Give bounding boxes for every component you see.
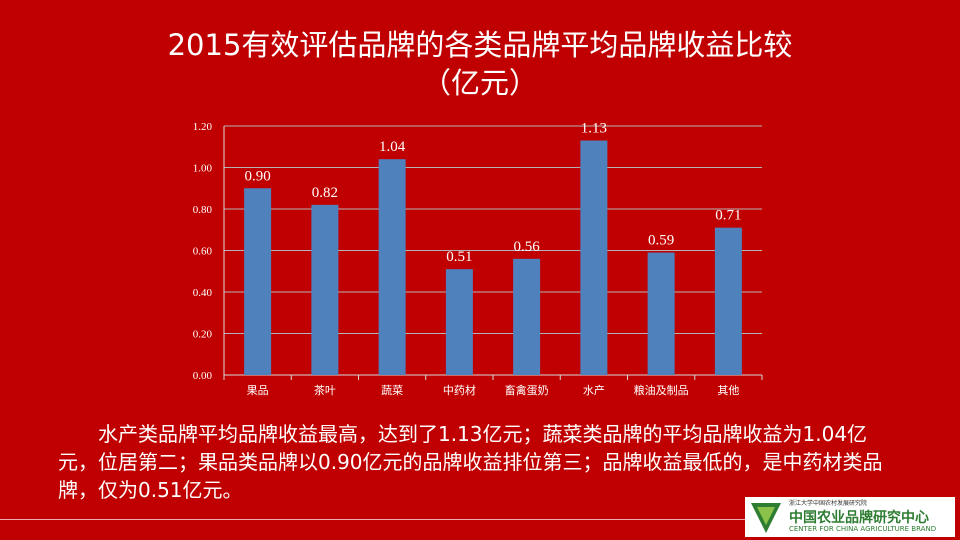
y-tick-label: 0.00 — [193, 370, 213, 382]
bar — [513, 258, 541, 375]
logo-name-cn: 中国农业品牌研究中心 — [789, 510, 929, 526]
y-tick-label: 0.20 — [193, 329, 213, 341]
ccab-leaf-logo-icon — [751, 503, 781, 533]
data-label: 1.04 — [379, 139, 406, 155]
chart-title-main: 2015有效评估品牌的各类品牌平均品牌收益比较 — [167, 28, 793, 62]
bar — [244, 188, 272, 375]
footer-divider — [0, 519, 760, 520]
data-label: 0.90 — [245, 168, 271, 184]
x-tick-label: 粮油及制品 — [634, 383, 689, 397]
chart-bars — [244, 140, 742, 375]
bar — [647, 252, 675, 375]
description-text: 水产类品牌平均品牌收益最高，达到了1.13亿元；蔬菜类品牌的平均品牌收益为1.0… — [58, 422, 883, 502]
chart-labels: 0.00 0.20 0.40 0.60 0.80 1.00 1.20 0.90 果品 0.82 茶叶… — [193, 121, 742, 397]
x-tick-label: 水产 — [583, 383, 605, 397]
x-tick-label: 其他 — [717, 384, 739, 397]
logo-top-text: 浙江大学中国农村发展研究院 — [789, 500, 868, 507]
x-tick-label: 畜禽蛋奶 — [505, 383, 549, 397]
x-tick-label: 茶叶 — [314, 384, 336, 397]
y-tick-label: 0.40 — [193, 287, 213, 299]
bar — [311, 204, 339, 375]
y-tick-label: 1.20 — [193, 121, 213, 133]
y-tick-label: 0.60 — [193, 246, 213, 258]
bar — [445, 269, 473, 375]
y-tick-label: 1.00 — [193, 163, 213, 175]
data-label: 0.82 — [312, 185, 338, 201]
x-tick-label: 中药材 — [443, 383, 476, 397]
data-label: 0.59 — [648, 233, 674, 249]
data-label: 1.13 — [581, 121, 607, 137]
chart-grid — [223, 125, 763, 380]
data-label: 0.71 — [715, 208, 741, 224]
bar — [580, 140, 608, 375]
x-tick-label: 果品 — [247, 384, 269, 397]
chart-subtitle: （亿元） — [421, 66, 538, 100]
x-tick-label: 蔬菜 — [381, 384, 403, 397]
logo: 浙江大学中国农村发展研究院 中国农业品牌研究中心 CENTER FOR CHIN… — [745, 497, 955, 537]
logo-name-en: CENTER FOR CHINA AGRICULTURE BRAND — [789, 525, 937, 533]
data-label: 0.56 — [514, 239, 541, 255]
bar — [378, 159, 406, 375]
y-tick-label: 0.80 — [193, 204, 213, 216]
chart-title: 2015有效评估品牌的各类品牌平均品牌收益比较 （亿元） — [0, 26, 960, 102]
data-label: 0.51 — [446, 249, 472, 265]
bar — [714, 227, 742, 375]
